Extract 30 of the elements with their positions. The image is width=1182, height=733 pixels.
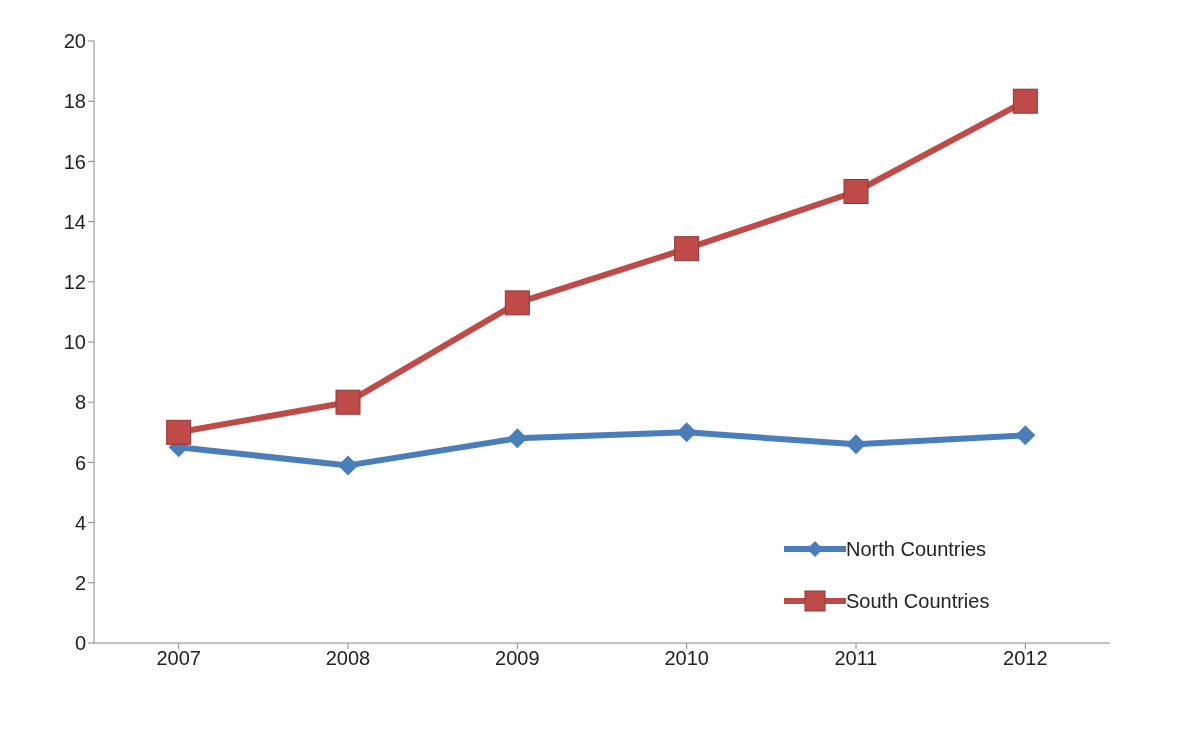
x-tick-label: 2009 xyxy=(495,647,540,670)
y-tick-label: 12 xyxy=(63,270,86,293)
y-tick-label: 10 xyxy=(63,331,86,354)
point xyxy=(504,290,530,316)
y-tick-label: 20 xyxy=(63,30,86,53)
point xyxy=(1012,88,1038,114)
y-tick-label: 16 xyxy=(63,150,86,173)
y-tick-label: 8 xyxy=(74,391,86,414)
legend-label: South Countries xyxy=(846,589,990,613)
point xyxy=(166,419,192,445)
y-tick-label: 14 xyxy=(63,210,86,233)
x-tick-label: 2008 xyxy=(325,647,371,670)
y-tick-label: 0 xyxy=(74,632,86,655)
y-tick-label: 18 xyxy=(63,90,86,113)
legend-label: North Countries xyxy=(846,537,987,561)
y-tick-label: 4 xyxy=(74,511,86,534)
point xyxy=(507,428,528,449)
y-tick-label: 6 xyxy=(74,451,86,474)
x-tick-label: 2010 xyxy=(664,647,709,670)
x-tick-label: 2011 xyxy=(834,647,878,670)
point xyxy=(335,389,361,415)
point xyxy=(843,179,869,204)
x-tick-label: 2012 xyxy=(1003,647,1048,670)
point xyxy=(846,434,866,455)
y-tick-label: 2 xyxy=(74,571,86,594)
x-tick-label: 2007 xyxy=(156,647,201,670)
point xyxy=(676,422,697,443)
point xyxy=(674,236,700,262)
point xyxy=(338,455,358,476)
point xyxy=(1015,425,1036,446)
